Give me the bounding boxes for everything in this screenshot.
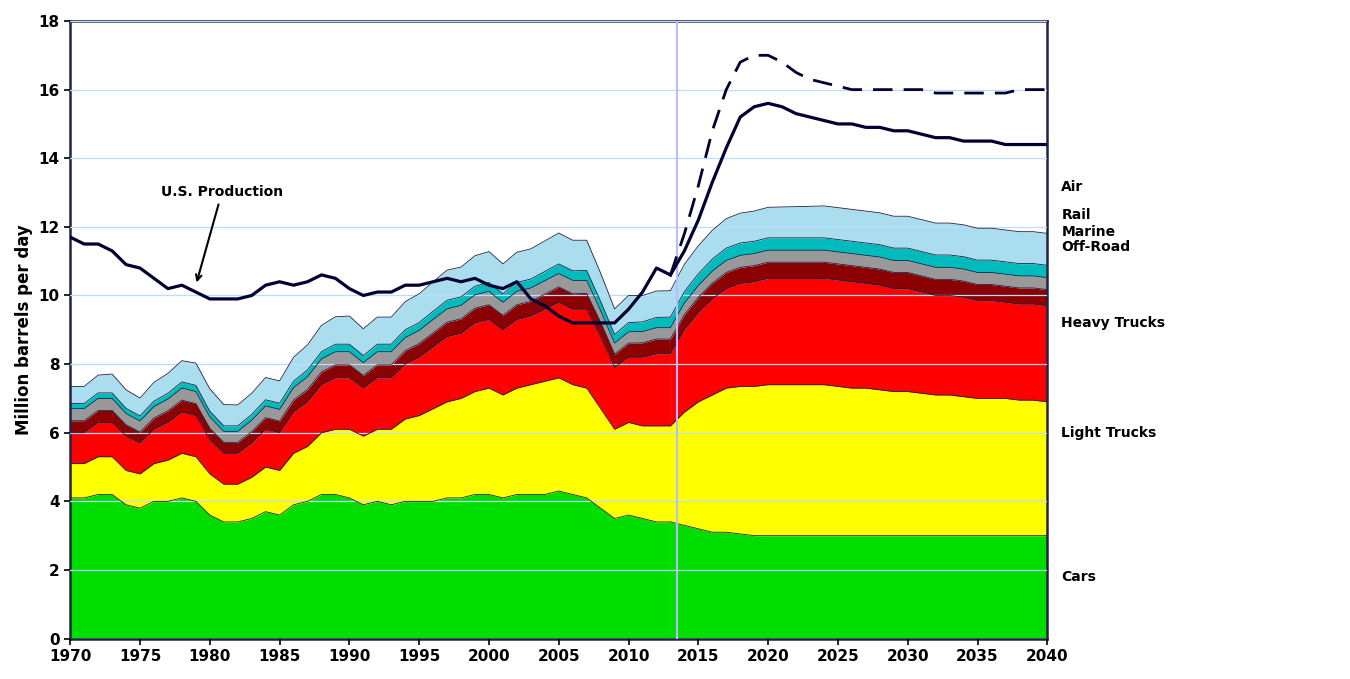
Text: U.S. Production: U.S. Production xyxy=(161,185,284,280)
Text: Heavy Trucks: Heavy Trucks xyxy=(1061,316,1165,330)
Y-axis label: Million barrels per day: Million barrels per day xyxy=(15,225,32,435)
Text: Light Trucks: Light Trucks xyxy=(1061,426,1157,440)
Text: Air: Air xyxy=(1061,181,1084,194)
Text: Marine: Marine xyxy=(1061,225,1115,239)
Text: Off-Road: Off-Road xyxy=(1061,240,1130,255)
Text: Cars: Cars xyxy=(1061,570,1096,584)
Text: Rail: Rail xyxy=(1061,208,1091,222)
